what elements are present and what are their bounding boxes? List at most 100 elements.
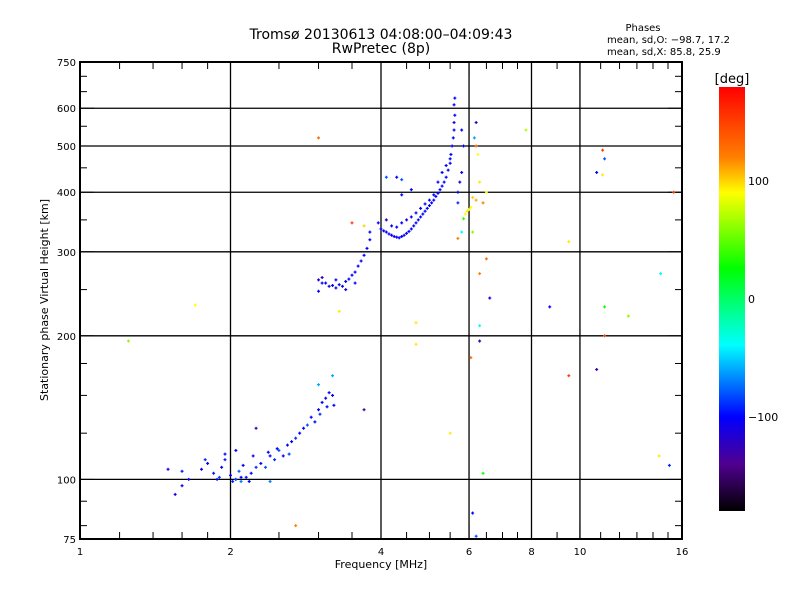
data-point <box>395 225 399 229</box>
data-point <box>400 178 404 182</box>
data-point <box>667 463 671 467</box>
data-point <box>672 190 676 194</box>
data-point <box>452 103 456 107</box>
data-point <box>376 221 380 225</box>
data-point <box>331 393 335 397</box>
data-point <box>595 170 599 174</box>
data-point <box>449 152 453 156</box>
stats-o-mode: mean, sd,O: −98.7, 17.2 <box>607 35 730 46</box>
data-point <box>203 458 207 462</box>
data-point <box>368 230 372 234</box>
data-point <box>313 420 317 424</box>
data-point <box>180 469 184 473</box>
data-point <box>173 492 177 496</box>
data-point <box>353 270 357 274</box>
data-point <box>298 431 302 435</box>
data-point <box>217 475 221 479</box>
data-point <box>166 467 170 471</box>
data-point <box>362 253 366 257</box>
data-point <box>334 286 338 290</box>
data-point <box>421 212 425 216</box>
chart-subtitle: RwPretec (8p) <box>332 41 430 57</box>
data-point <box>427 204 431 208</box>
data-point <box>215 477 219 481</box>
data-point <box>331 283 335 287</box>
data-point <box>317 136 321 140</box>
data-point <box>448 431 452 435</box>
data-point <box>450 144 454 148</box>
data-point <box>436 180 440 184</box>
data-point <box>390 224 394 228</box>
data-point <box>438 188 442 192</box>
data-point <box>400 193 404 197</box>
data-point <box>317 278 321 282</box>
data-point <box>287 452 291 456</box>
x-tick-label: 4 <box>378 547 384 558</box>
data-point <box>432 193 436 197</box>
data-point <box>395 235 399 239</box>
data-point <box>601 173 605 177</box>
data-point <box>200 467 204 471</box>
data-point <box>474 198 478 202</box>
data-point <box>395 175 399 179</box>
data-point <box>324 396 328 400</box>
data-point <box>414 321 418 325</box>
data-point <box>362 224 366 228</box>
data-point <box>247 479 251 483</box>
data-point <box>405 231 409 235</box>
data-point <box>601 148 605 152</box>
data-point <box>384 218 388 222</box>
data-point <box>458 180 462 184</box>
data-point <box>344 279 348 283</box>
data-point <box>423 202 427 206</box>
data-point <box>327 284 331 288</box>
data-point <box>469 205 473 209</box>
data-point <box>237 469 241 473</box>
data-point <box>467 207 471 211</box>
data-point <box>302 426 306 430</box>
data-point <box>603 157 607 161</box>
data-point <box>419 206 423 210</box>
data-point <box>320 276 324 280</box>
data-point <box>356 264 360 268</box>
data-point <box>427 198 431 202</box>
data-point <box>451 136 455 140</box>
data-point <box>249 471 253 475</box>
data-point <box>259 461 263 465</box>
data-point <box>456 190 460 194</box>
data-point <box>465 209 469 213</box>
data-point <box>453 113 457 117</box>
data-point <box>448 157 452 161</box>
data-point <box>456 236 460 240</box>
data-point <box>180 484 184 488</box>
data-point <box>409 188 413 192</box>
data-point <box>416 218 420 222</box>
data-point <box>414 342 418 346</box>
y-tick-label: 600 <box>57 104 76 115</box>
data-points <box>126 96 676 538</box>
data-point <box>484 190 488 194</box>
data-point <box>657 454 661 458</box>
data-point <box>603 334 607 338</box>
data-point <box>305 423 309 427</box>
data-point <box>659 272 663 276</box>
data-point <box>432 198 436 202</box>
data-point <box>478 324 482 328</box>
data-point <box>471 195 475 199</box>
data-point <box>317 289 321 293</box>
data-point <box>359 259 363 263</box>
data-point <box>442 180 446 184</box>
data-point <box>294 436 298 440</box>
data-point <box>382 229 386 233</box>
colorbar <box>719 87 745 511</box>
colorbar-tick-label: 0 <box>748 293 755 306</box>
colorbar-tick-label: −100 <box>748 411 778 424</box>
x-tick-label: 16 <box>676 547 689 558</box>
x-tick-label: 1 <box>77 547 83 558</box>
stats-x-mode: mean, sd,X: 85.8, 25.9 <box>607 47 721 58</box>
data-point <box>350 273 354 277</box>
data-point <box>244 475 248 479</box>
data-point <box>344 288 348 292</box>
data-point <box>474 534 478 538</box>
data-point <box>337 309 341 313</box>
